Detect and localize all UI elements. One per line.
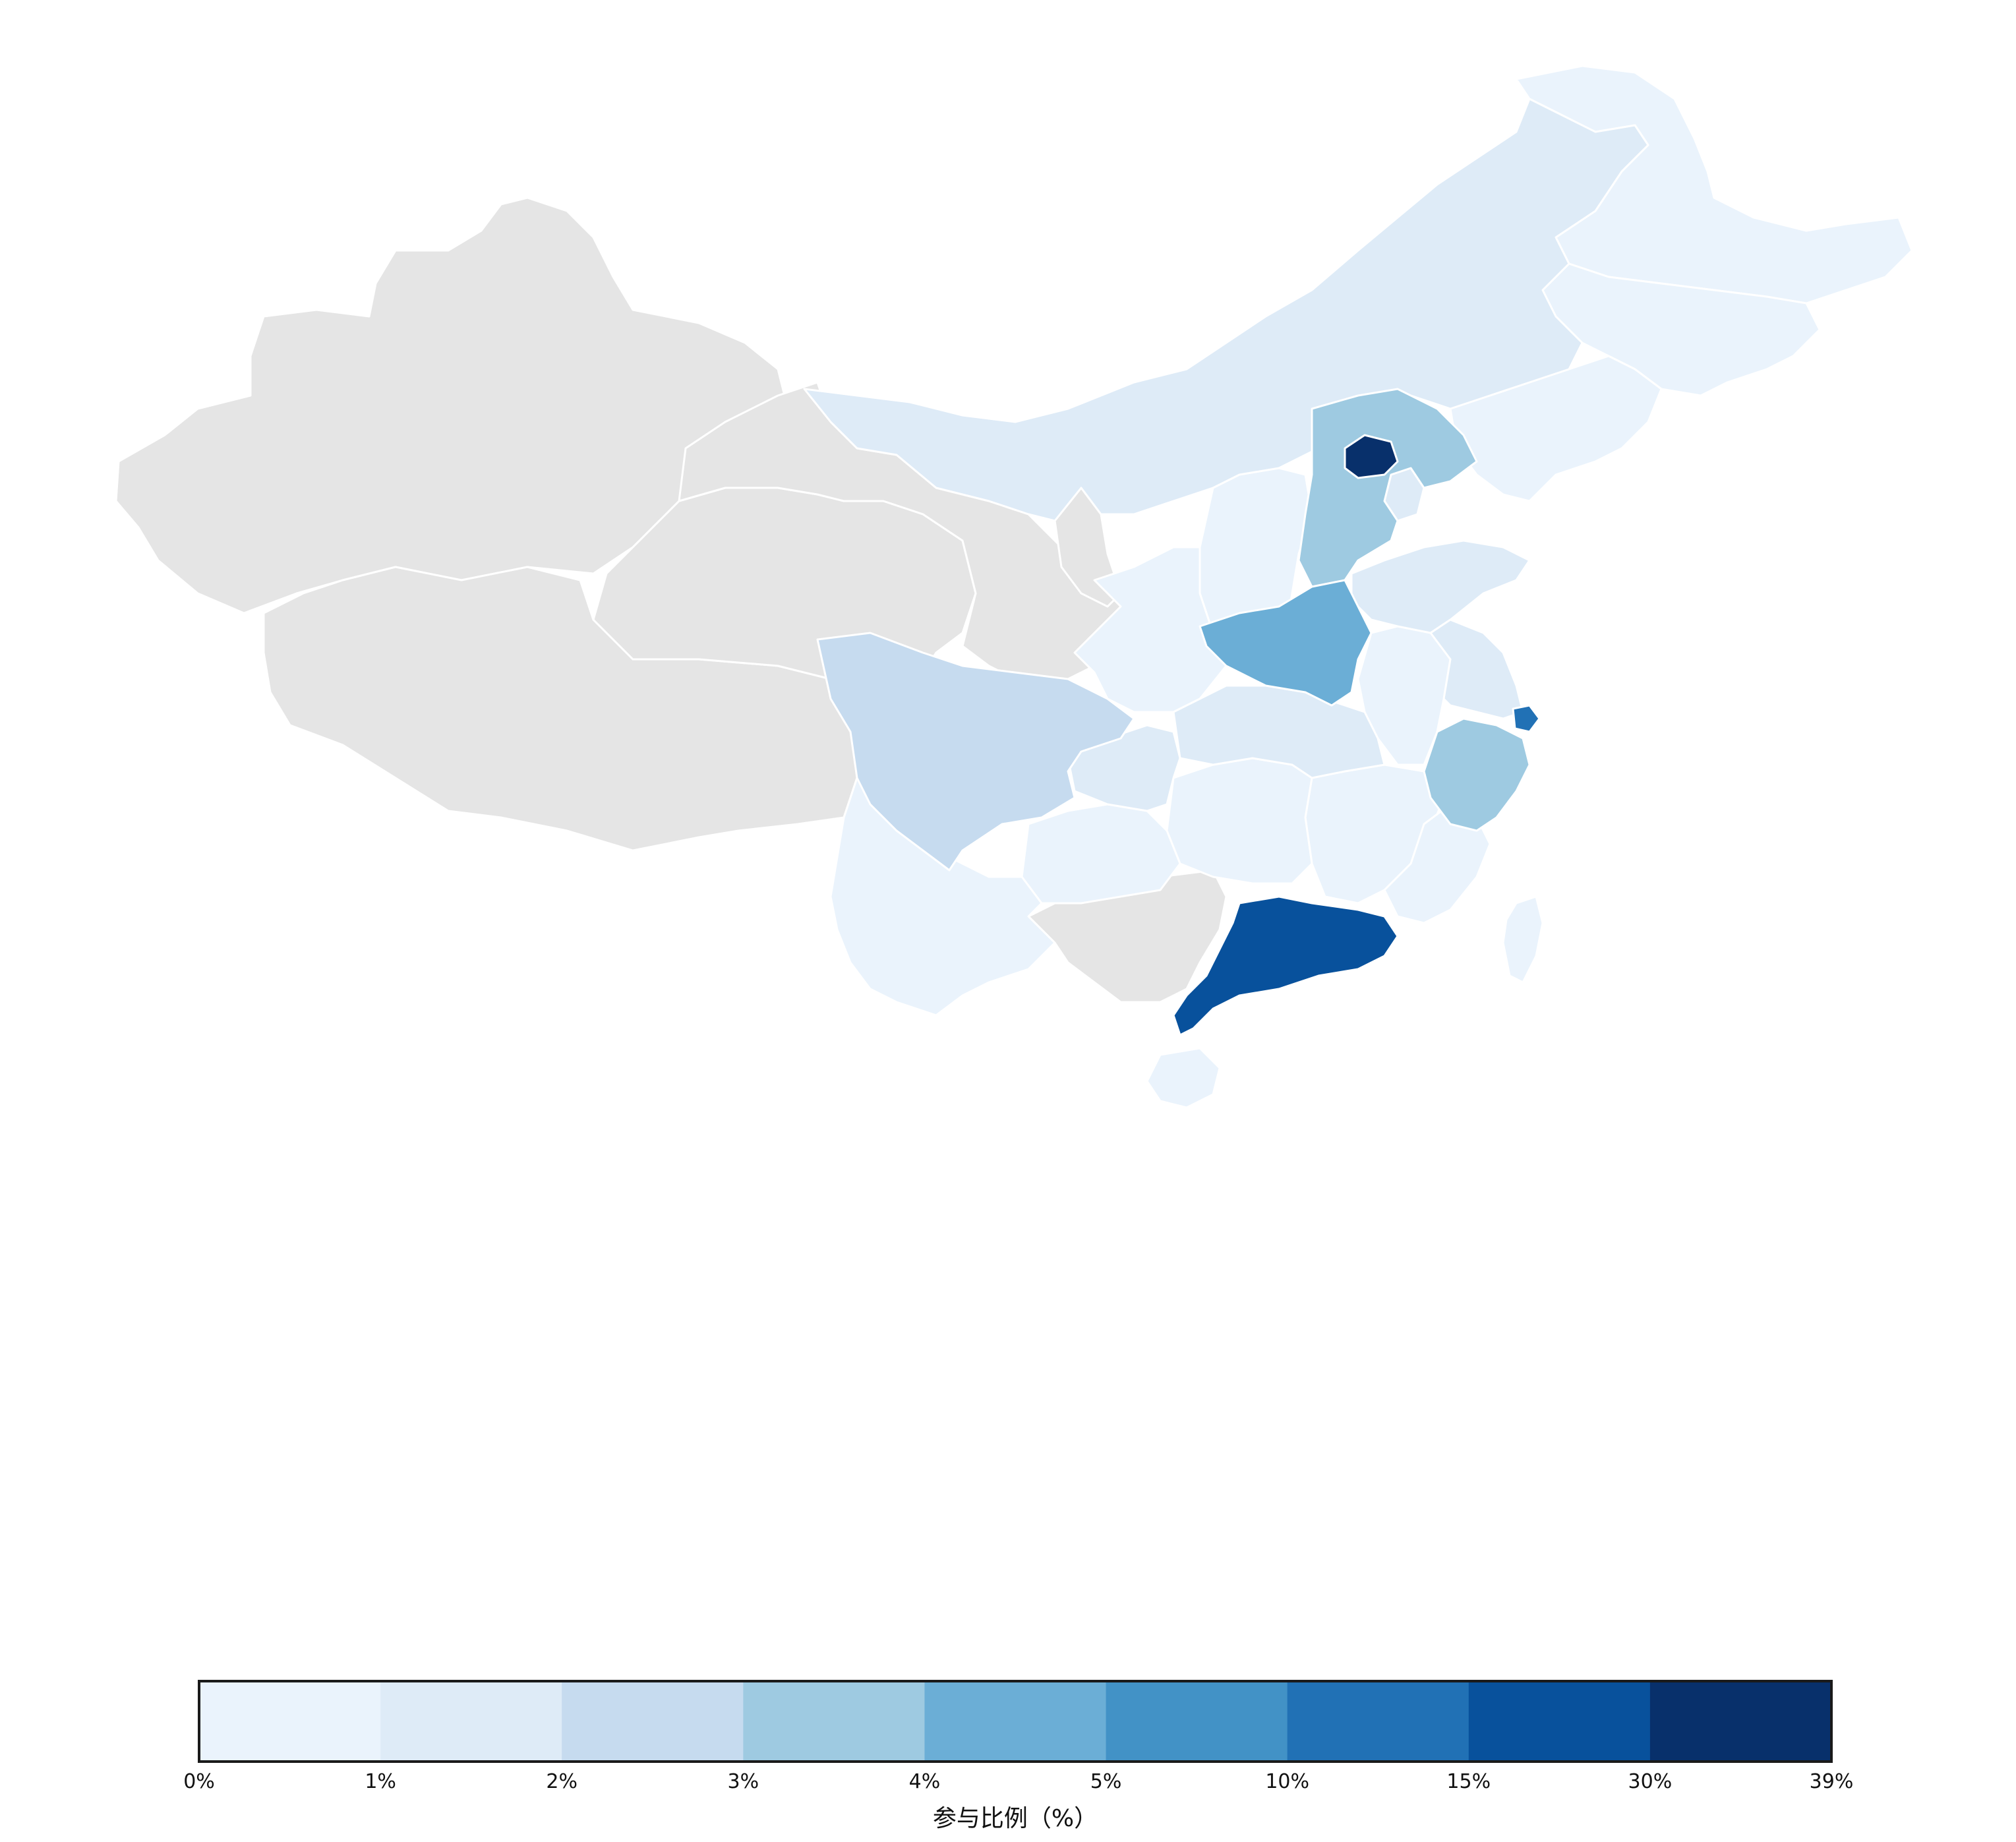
region-inner-mongolia	[803, 98, 1649, 522]
colorbar-tick-label: 4%	[909, 1770, 941, 1793]
colorbar-bin-7	[1468, 1681, 1651, 1762]
region-guangdong	[1172, 895, 1399, 1036]
colorbar-bin-2	[562, 1681, 744, 1762]
colorbar-bin-5	[1106, 1681, 1288, 1762]
region-sichuan	[816, 632, 1135, 872]
region-shanghai	[1512, 704, 1541, 733]
region-shandong	[1350, 539, 1531, 634]
colorbar-tick-label: 3%	[728, 1770, 759, 1793]
colorbar-bin-0	[199, 1681, 381, 1762]
colorbar-tick-label: 5%	[1090, 1770, 1122, 1793]
china-map	[115, 65, 1913, 1109]
colorbar-bin-6	[1287, 1681, 1469, 1762]
colorbar-tick-label: 2%	[546, 1770, 578, 1793]
colorbar-bin-1	[380, 1681, 562, 1762]
region-yunnan	[829, 777, 1056, 1017]
region-zhejiang	[1423, 717, 1531, 832]
region-beijing	[1344, 434, 1399, 479]
colorbar-tick-label: 1%	[365, 1770, 396, 1793]
colorbar-tick-label: 10%	[1265, 1770, 1309, 1793]
region-hebei	[1297, 388, 1478, 588]
colorbar-tick-label: 15%	[1446, 1770, 1491, 1793]
colorbar-tick-label: 0%	[183, 1770, 215, 1793]
colorbar-title: 参与比例（%）	[933, 1805, 1098, 1832]
region-henan	[1199, 579, 1373, 707]
region-xinjiang	[115, 196, 786, 614]
region-hunan	[1166, 757, 1313, 885]
region-hubei	[1172, 684, 1386, 779]
colorbar-bin-4	[924, 1681, 1107, 1762]
colorbar-bin-3	[743, 1681, 925, 1762]
region-taiwan	[1502, 895, 1544, 984]
region-guizhou	[1021, 803, 1181, 905]
colorbar-tick-label: 30%	[1628, 1770, 1673, 1793]
colorbar-bin-8	[1649, 1681, 1832, 1762]
colorbar-tick-label: 39%	[1810, 1770, 1854, 1793]
colorbar: 0% 1% 2% 3% 4% 5% 10% 15% 30% 39%	[183, 1681, 1853, 1793]
colorbar-frame	[198, 1680, 1833, 1763]
region-hainan	[1146, 1047, 1221, 1109]
